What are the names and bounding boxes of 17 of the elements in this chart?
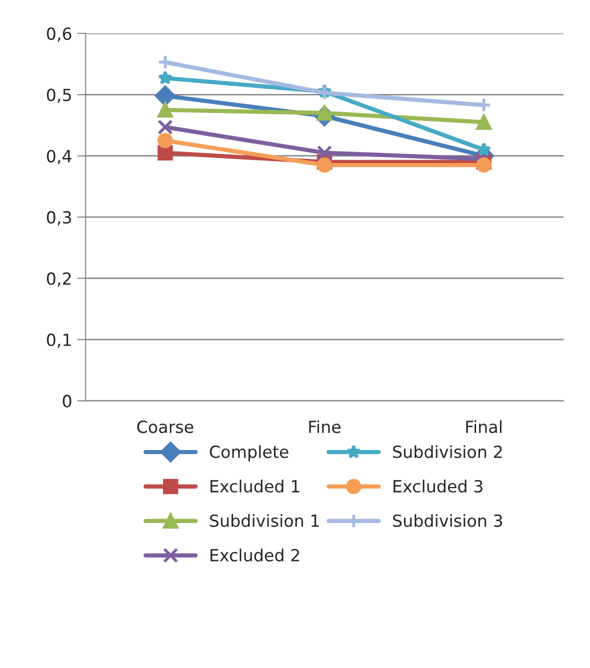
y-tick-label: 0,2 — [46, 272, 71, 287]
y-tick-label: 0 — [62, 394, 72, 408]
y-tick-label: 0,3 — [46, 211, 72, 226]
legend-label: Complete — [210, 445, 288, 462]
y-tick-label: 0,4 — [46, 150, 72, 164]
x-tick-label: Fine — [309, 420, 341, 434]
x-tick-label: Final — [466, 420, 502, 434]
y-tick-label: 0,1 — [46, 334, 71, 348]
legend-label: Excluded 2 — [210, 548, 300, 562]
x-tick-label: Coarse — [137, 420, 194, 434]
legend-label: Subdivision 3 — [393, 514, 502, 528]
legend-label: Excluded 1 — [210, 480, 300, 493]
legend-label: Subdivision 2 — [393, 445, 502, 458]
legend-label: Subdivision 1 — [210, 514, 319, 528]
y-tick-label: 0,5 — [46, 88, 71, 103]
y-tick-label: 0,6 — [46, 27, 72, 42]
legend-label: Excluded 3 — [394, 480, 482, 493]
